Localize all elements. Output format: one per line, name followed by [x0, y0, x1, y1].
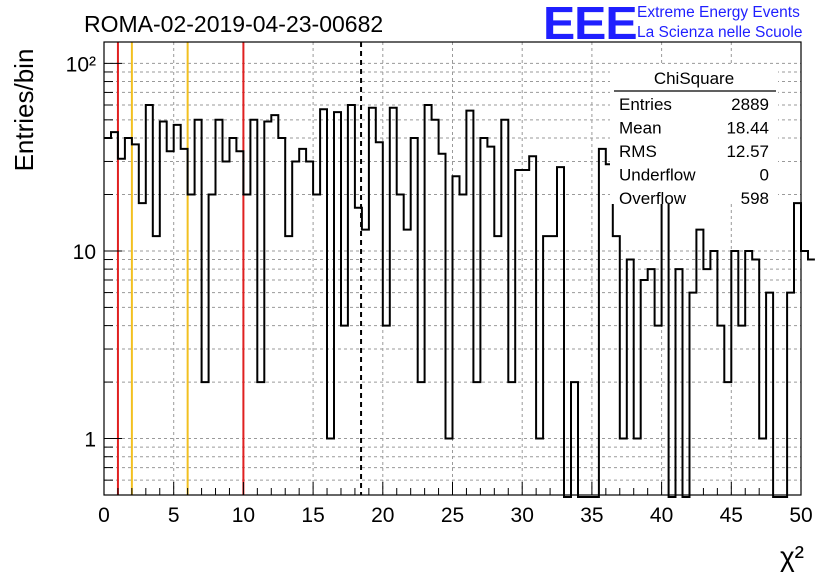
stats-value: 598	[741, 189, 769, 208]
stats-label: RMS	[619, 142, 657, 161]
x-tick-label: 15	[301, 504, 324, 527]
axis-ticks	[103, 62, 802, 496]
x-tick-label: 50	[789, 504, 812, 527]
x-tick-label: 0	[98, 504, 110, 527]
stats-label: Underflow	[619, 166, 696, 185]
reference-lines	[116, 42, 363, 495]
y-tick-label: 1	[84, 429, 96, 452]
stats-label: Entries	[619, 95, 672, 114]
stats-title: ChiSquare	[654, 69, 734, 88]
x-tick-label: 30	[511, 504, 534, 527]
x-axis-title: χ²	[780, 541, 804, 572]
x-tick-label: 45	[720, 504, 743, 527]
y-tick-label: 10	[73, 241, 96, 264]
logo-line-1: Extreme Energy Events	[637, 4, 800, 21]
x-tick-label: 20	[371, 504, 394, 527]
stats-label: Overflow	[619, 189, 687, 208]
x-tick-label: 35	[580, 504, 603, 527]
y-tick-label: 10²	[66, 53, 96, 76]
stats-value: 2889	[731, 95, 769, 114]
x-tick-label: 10	[232, 504, 255, 527]
logo-line-2: La Scienza nelle Scuole	[637, 24, 803, 41]
stats-value: 18.44	[726, 119, 769, 138]
eee-logo: EEE	[543, 0, 638, 49]
stats-value: 0	[760, 166, 769, 185]
y-axis-title: Entries/bin	[9, 49, 39, 172]
x-tick-label: 40	[650, 504, 673, 527]
stats-label: Mean	[619, 119, 662, 138]
axis-tick-labels: 0 5 10 15 20 25 30 35 40 45 50 1 10 10²	[66, 53, 813, 527]
stats-box: ChiSquare Entries 2889 Mean 18.44 RMS 12.57 Un…	[610, 64, 778, 208]
run-title: ROMA-02-2019-04-23-00682	[84, 11, 383, 37]
histogram-outline	[104, 104, 815, 498]
x-tick-label: 25	[441, 504, 464, 527]
stats-value: 12.57	[726, 142, 769, 161]
x-tick-label: 5	[168, 504, 180, 527]
